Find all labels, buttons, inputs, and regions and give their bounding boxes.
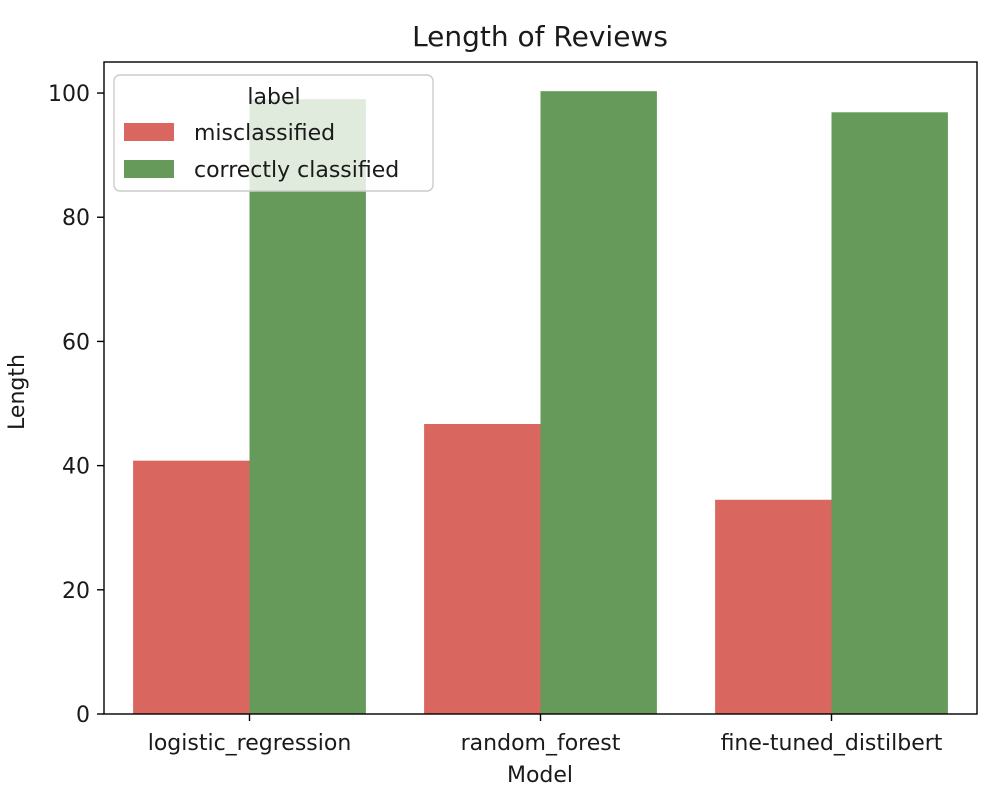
- bar-misclassified-logistic-regression: [133, 460, 250, 714]
- x-tick-label: random_forest: [461, 731, 621, 756]
- legend-swatch-correctly-classified: [124, 160, 174, 178]
- legend-label-misclassified: misclassified: [194, 121, 335, 146]
- legend-label-correctly-classified: correctly classified: [194, 158, 399, 183]
- y-axis: 0 20 40 60 80 100: [48, 82, 104, 728]
- legend-swatch-misclassified: [124, 123, 174, 141]
- legend: label misclassified correctly classified: [113, 74, 434, 192]
- x-axis: logistic_regression random_forest fine-tun…: [148, 714, 943, 756]
- x-tick-label: logistic_regression: [148, 731, 352, 756]
- y-tick-label: 20: [62, 579, 90, 604]
- legend-title: label: [247, 85, 300, 110]
- plot-frame: [103, 61, 978, 715]
- bar-correctly-classified-logistic-regression: [249, 99, 366, 714]
- bar-correctly-classified-fine-tuned-distilbert: [831, 112, 948, 715]
- chart-title: Length of Reviews: [412, 20, 668, 53]
- y-tick-label: 100: [48, 82, 90, 107]
- x-tick-label: fine-tuned_distilbert: [721, 731, 943, 756]
- y-tick-label: 80: [62, 206, 90, 231]
- bar-misclassified-fine-tuned-distilbert: [715, 499, 832, 714]
- y-tick-label: 40: [62, 455, 90, 480]
- bar-correctly-classified-random-forest: [540, 91, 657, 715]
- bar-misclassified-random-forest: [424, 424, 541, 714]
- y-axis-label: Length: [5, 354, 30, 430]
- y-tick-label: 60: [62, 330, 90, 355]
- bars-group: [133, 91, 948, 715]
- legend-box: [113, 74, 434, 192]
- y-tick-label: 0: [76, 703, 90, 728]
- x-axis-label: Model: [507, 763, 573, 788]
